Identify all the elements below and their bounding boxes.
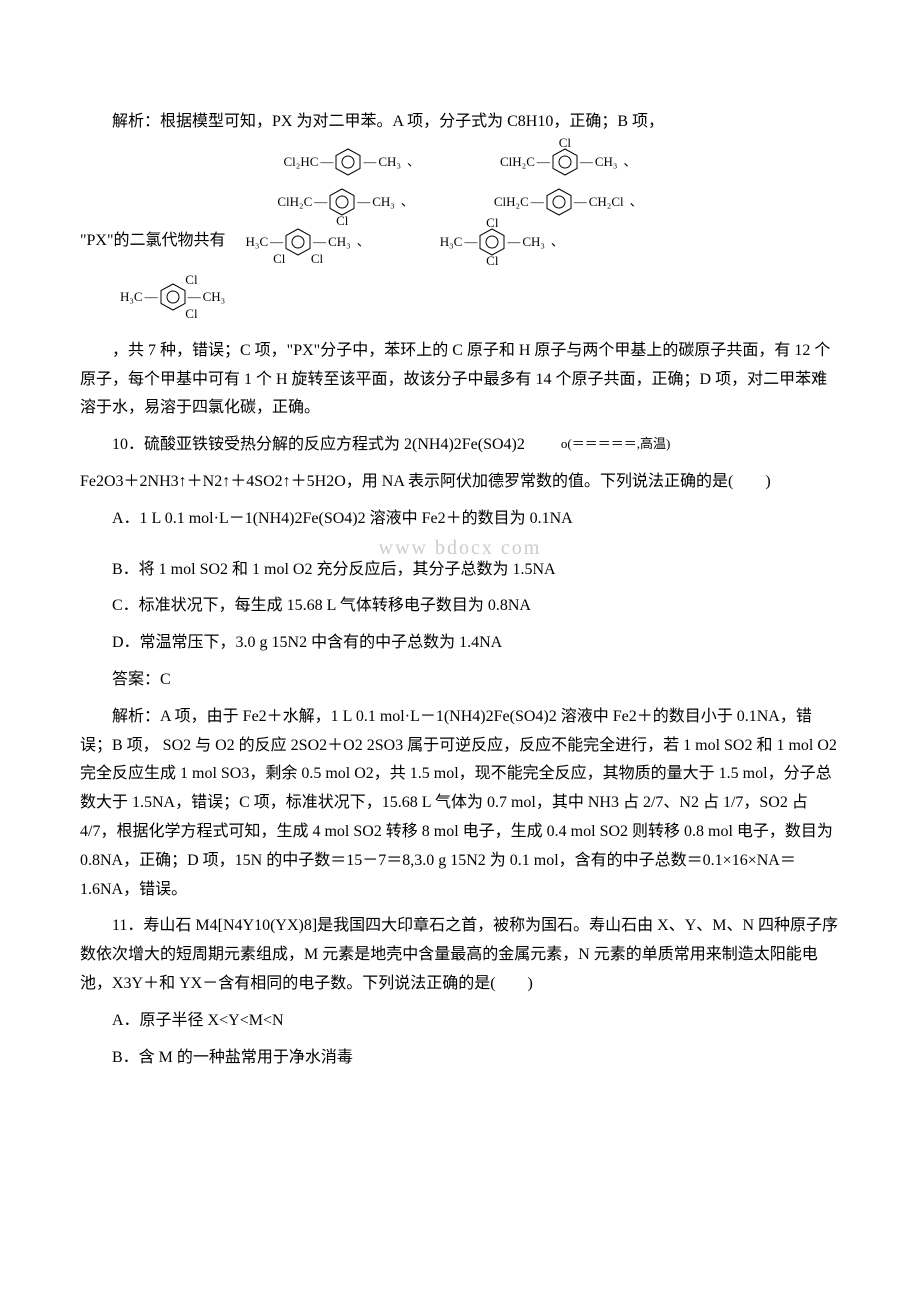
mol5-botmid: Cl — [273, 247, 285, 270]
molecule-7: H₃C— Cl Cl —CH₃ — [120, 282, 225, 312]
q11-stem: 11．寿山石 M4[N4Y10(YX)8]是我国四大印章石之首，被称为国石。寿山… — [80, 912, 840, 998]
q10-explanation: 解析：A 项，由于 Fe2＋水解，1 L 0.1 mol·L－1(NH4)2Fe… — [80, 703, 840, 905]
q10-optB: B．将 1 mol SO2 和 1 mol O2 充分反应后，其分子总数为 1.… — [80, 556, 840, 585]
q10-line1-text: 10．硫酸亚铁铵受热分解的反应方程式为 2(NH4)2Fe(SO4)2 — [112, 436, 529, 453]
mol2-top: Cl — [559, 131, 571, 154]
molecule-3: ClH₂C— Cl —CH₃ 、 — [277, 187, 413, 217]
mol7-botright: Cl — [185, 302, 197, 325]
mol6-right: CH₃ — [522, 230, 545, 253]
inline-label: "PX"的二氯代物共有 — [80, 227, 226, 256]
mol2-right: CH₃ — [595, 150, 618, 173]
mol-row-2: ClH₂C— Cl —CH₃ 、 ClH₂C— —CH₂Cl 、 — [80, 187, 840, 217]
q9-tail: ，共 7 种，错误；C 项，"PX"分子中，苯环上的 C 原子和 H 原子与两个… — [80, 337, 840, 423]
molecule-1: Cl₂HC— —CH₃ 、 — [284, 147, 420, 177]
mol-row-4: H₃C— Cl Cl —CH₃ — [80, 282, 840, 312]
q10-optA: A．1 L 0.1 mol·L－1(NH4)2Fe(SO4)2 溶液中 Fe2＋… — [80, 505, 840, 534]
mol6-left: H₃C — [440, 230, 463, 253]
mol4-right: CH₂Cl — [589, 190, 624, 213]
molecule-4: ClH₂C— —CH₂Cl 、 — [494, 187, 643, 217]
mol2-left: ClH₂C — [500, 150, 535, 173]
mol6-top: Cl — [486, 211, 498, 234]
mol7-left: H₃C — [120, 285, 143, 308]
mol5-left: H₃C — [246, 230, 269, 253]
mol-row-3: "PX"的二氯代物共有 H₃C— Cl Cl —CH₃ 、 H₃C— Cl Cl… — [80, 227, 840, 257]
q11-optB: B．含 M 的一种盐常用于净水消毒 — [80, 1044, 840, 1073]
mol1-right: CH₃ — [378, 150, 401, 173]
mol5-right: CH₃ — [328, 230, 351, 253]
mol3-left: ClH₂C — [277, 190, 312, 213]
q9-intro: 解析：根据模型可知，PX 为对二甲苯。A 项，分子式为 C8H10，正确；B 项… — [80, 108, 840, 137]
mol7-right: CH₃ — [203, 285, 226, 308]
molecule-6: H₃C— Cl Cl —CH₃ 、 — [440, 227, 564, 257]
molecule-5: H₃C— Cl Cl —CH₃ 、 — [246, 227, 370, 257]
molecule-2: ClH₂C— Cl —CH₃ 、 — [500, 147, 636, 177]
mol1-left: Cl₂HC — [284, 150, 319, 173]
q10-line2: Fe2O3＋2NH3↑＋N2↑＋4SO2↑＋5H2O，用 NA 表示阿伏加德罗常… — [80, 468, 840, 497]
mol7-topright: Cl — [185, 268, 197, 291]
q10-optD: D．常温常压下，3.0 g 15N2 中含有的中子总数为 1.4NA — [80, 629, 840, 658]
q11-optA: A．原子半径 X<Y<M<N — [80, 1007, 840, 1036]
mol5-botright: Cl — [311, 247, 323, 270]
q10-line1: 10．硫酸亚铁铵受热分解的反应方程式为 2(NH4)2Fe(SO4)2 o(＝＝… — [80, 431, 840, 460]
q10-answer: 答案：C — [80, 666, 840, 695]
q10-optC: C．标准状况下，每生成 15.68 L 气体转移电子数目为 0.8NA — [80, 592, 840, 621]
mol-row-1: Cl₂HC— —CH₃ 、 ClH₂C— Cl —CH₃ 、 — [80, 147, 840, 177]
mol6-bot: Cl — [486, 249, 498, 272]
q10-condition: o(＝＝＝＝＝,高温) — [529, 432, 670, 455]
mol4-left: ClH₂C — [494, 190, 529, 213]
mol3-right: CH₃ — [372, 190, 395, 213]
